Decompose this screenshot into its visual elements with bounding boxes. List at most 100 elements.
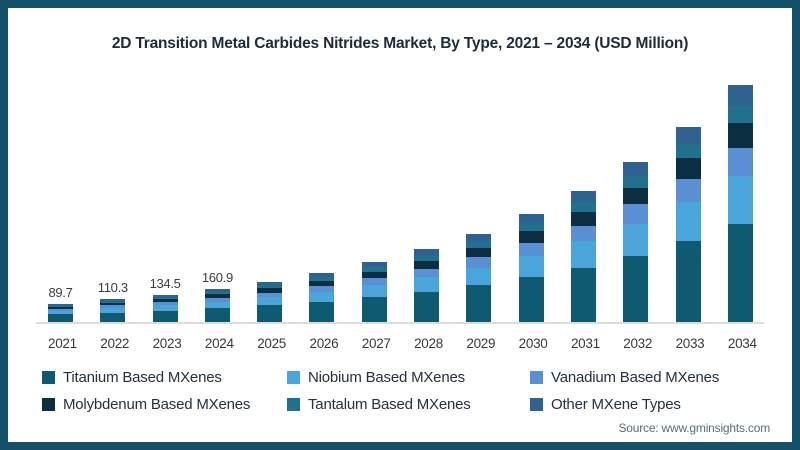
plot-area: 89.7 110.3 134.5 160.9 2021 2022 2023 2024 2025… <box>8 8 792 442</box>
bar-column-2027 <box>361 262 387 322</box>
bar-segment-tantalum-based-mxenes-2026 <box>309 277 335 281</box>
bar-segment-niobium-based-mxenes-2021 <box>48 310 73 315</box>
bar-segment-niobium-based-mxenes-2026 <box>309 291 335 302</box>
bar-segment-tantalum-based-mxenes-2023 <box>152 296 178 299</box>
bar-2031 <box>570 190 596 322</box>
bar-segment-vanadium-based-mxenes-2029 <box>466 256 492 268</box>
bar-segment-tantalum-based-mxenes-2030 <box>518 223 544 232</box>
bar-segment-vanadium-based-mxenes-2022 <box>100 305 126 309</box>
bar-segment-other-mxene-types-2023 <box>152 294 178 297</box>
bar-segment-molybdenum-based-mxenes-2031 <box>570 211 596 226</box>
bar-segment-other-mxene-types-2034 <box>727 84 753 105</box>
bar-segment-tantalum-based-mxenes-2022 <box>100 301 126 304</box>
chart-legend: Titanium Based MXenes Niobium Based MXene… <box>42 369 782 413</box>
x-axis-line <box>36 322 764 324</box>
bar-segment-vanadium-based-mxenes-2031 <box>570 225 596 242</box>
bar-segment-vanadium-based-mxenes-2026 <box>309 286 335 292</box>
bar-value-label-2023: 134.5 <box>149 275 181 291</box>
bar-segment-tantalum-based-mxenes-2028 <box>414 255 440 262</box>
bar-segment-niobium-based-mxenes-2032 <box>623 223 649 256</box>
x-tick-label-2025: 2025 <box>257 336 287 351</box>
legend-item-tantalum-based-mxenes: Tantalum Based MXenes <box>287 396 530 413</box>
bar-segment-titanium-based-mxenes-2032 <box>623 255 649 322</box>
bar-segment-molybdenum-based-mxenes-2021 <box>48 306 73 309</box>
bar-segment-niobium-based-mxenes-2029 <box>466 267 492 286</box>
bar-2030 <box>518 214 544 322</box>
bar-segment-molybdenum-based-mxenes-2026 <box>309 280 335 287</box>
bar-segment-molybdenum-based-mxenes-2034 <box>727 122 753 148</box>
bar-segment-molybdenum-based-mxenes-2030 <box>518 231 544 243</box>
bars-row: 89.7 110.3 134.5 160.9 <box>48 84 753 322</box>
bar-segment-other-mxene-types-2032 <box>623 162 649 176</box>
bar-segment-titanium-based-mxenes-2028 <box>414 291 440 322</box>
bar-segment-niobium-based-mxenes-2033 <box>675 202 701 242</box>
bar-segment-other-mxene-types-2021 <box>48 303 73 306</box>
bar-2024 <box>204 289 230 322</box>
bar-segment-titanium-based-mxenes-2024 <box>204 308 230 322</box>
legend-item-molybdenum-based-mxenes: Molybdenum Based MXenes <box>42 396 287 413</box>
bar-segment-tantalum-based-mxenes-2032 <box>623 175 649 188</box>
bar-segment-tantalum-based-mxenes-2029 <box>466 241 492 248</box>
bar-segment-titanium-based-mxenes-2026 <box>309 301 335 322</box>
legend-item-titanium-based-mxenes: Titanium Based MXenes <box>42 369 287 386</box>
bar-value-label-2022: 110.3 <box>97 280 128 296</box>
bar-segment-vanadium-based-mxenes-2027 <box>361 278 387 286</box>
x-tick-label-2031: 2031 <box>570 336 600 351</box>
bar-segment-vanadium-based-mxenes-2021 <box>48 308 73 311</box>
bar-segment-titanium-based-mxenes-2027 <box>361 297 387 322</box>
bar-segment-tantalum-based-mxenes-2034 <box>727 104 753 123</box>
bar-segment-tantalum-based-mxenes-2021 <box>48 305 73 307</box>
bar-segment-vanadium-based-mxenes-2024 <box>204 297 230 302</box>
x-tick-label-2034: 2034 <box>727 336 757 351</box>
legend-swatch-icon <box>42 371 55 384</box>
legend-swatch-icon <box>42 398 55 411</box>
bar-segment-other-mxene-types-2025 <box>257 281 283 286</box>
bar-value-label-2021: 89.7 <box>48 284 73 300</box>
bar-2032 <box>623 162 649 322</box>
bar-2028 <box>414 249 440 322</box>
bar-segment-titanium-based-mxenes-2021 <box>48 314 73 322</box>
bar-column-2028 <box>414 249 440 322</box>
legend-swatch-icon <box>287 371 300 384</box>
bar-value-label-2024: 160.9 <box>201 270 233 286</box>
legend-swatch-icon <box>530 371 543 384</box>
bar-column-2023: 134.5 <box>150 276 181 322</box>
legend-swatch-icon <box>530 398 543 411</box>
bar-2025 <box>257 281 283 322</box>
x-tick-label-2023: 2023 <box>152 336 182 351</box>
bar-segment-molybdenum-based-mxenes-2028 <box>414 261 440 269</box>
x-tick-label-2029: 2029 <box>466 336 496 351</box>
bar-column-2021: 89.7 <box>48 285 73 322</box>
legend-label: Tantalum Based MXenes <box>308 396 471 413</box>
x-tick-label-2030: 2030 <box>518 336 548 351</box>
x-tick-label-2032: 2032 <box>623 336 653 351</box>
bar-segment-niobium-based-mxenes-2027 <box>361 285 387 298</box>
bar-segment-molybdenum-based-mxenes-2022 <box>100 303 126 306</box>
bar-2026 <box>309 273 335 322</box>
bar-column-2029 <box>466 233 492 322</box>
bar-column-2022: 110.3 <box>98 280 128 322</box>
bar-segment-niobium-based-mxenes-2030 <box>518 255 544 278</box>
bar-segment-other-mxene-types-2031 <box>570 190 596 202</box>
bar-segment-other-mxene-types-2030 <box>518 214 544 224</box>
bar-segment-niobium-based-mxenes-2028 <box>414 277 440 292</box>
bar-2022 <box>100 299 126 322</box>
bar-segment-tantalum-based-mxenes-2024 <box>204 291 230 295</box>
bar-segment-vanadium-based-mxenes-2034 <box>727 147 753 177</box>
bar-segment-molybdenum-based-mxenes-2025 <box>257 288 283 293</box>
bar-segment-niobium-based-mxenes-2024 <box>204 301 230 309</box>
bar-segment-other-mxene-types-2026 <box>309 273 335 278</box>
x-tick-label-2021: 2021 <box>48 336 77 351</box>
bar-segment-vanadium-based-mxenes-2032 <box>623 204 649 224</box>
bar-segment-molybdenum-based-mxenes-2033 <box>675 158 701 179</box>
bar-column-2024: 160.9 <box>202 270 233 322</box>
bar-column-2034 <box>727 84 753 322</box>
bar-2029 <box>466 233 492 322</box>
bar-segment-titanium-based-mxenes-2029 <box>466 285 492 322</box>
x-tick-label-2026: 2026 <box>309 336 339 351</box>
bar-segment-titanium-based-mxenes-2034 <box>727 223 753 322</box>
bar-segment-titanium-based-mxenes-2031 <box>570 267 596 322</box>
bar-segment-titanium-based-mxenes-2022 <box>100 312 126 322</box>
legend-label: Niobium Based MXenes <box>308 369 465 386</box>
bar-segment-vanadium-based-mxenes-2028 <box>414 268 440 278</box>
